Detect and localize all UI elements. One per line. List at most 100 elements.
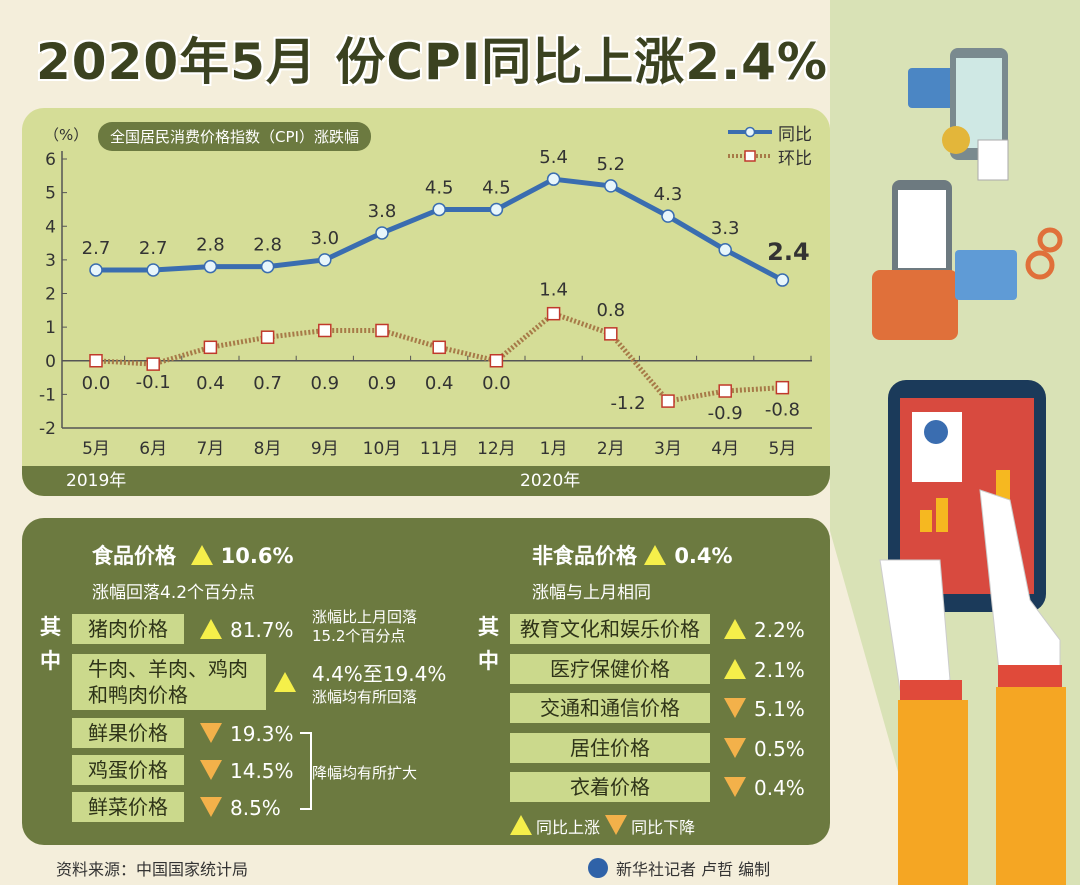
mom-label: 0.4 — [196, 373, 225, 394]
yoy-label: 4.5 — [482, 177, 511, 198]
mom-label: 1.4 — [539, 280, 568, 301]
food-item-pork: 猪肉价格 — [72, 614, 184, 644]
yoy-point — [260, 259, 275, 274]
yoy-point — [375, 226, 389, 240]
chart-title: 全国居民消费价格指数（CPI）涨跌幅 — [98, 122, 371, 151]
nonfood-item: 交通和通信价格 — [510, 693, 710, 723]
yoy-point — [489, 202, 504, 217]
mom-point — [661, 394, 675, 408]
credit: 新华社记者 卢哲 编制 — [588, 856, 770, 880]
y-tick-label: 4 — [45, 217, 56, 237]
mom-point — [546, 306, 561, 321]
yoy-label: 3.3 — [711, 218, 740, 239]
yoy-label: 4.5 — [425, 177, 454, 198]
mom-label: -0.9 — [708, 403, 743, 424]
yoy-point — [775, 273, 790, 287]
mom-label: 0.9 — [368, 373, 397, 394]
yoy-point — [203, 259, 218, 274]
source: 资料来源：中国国家统计局 — [56, 860, 249, 879]
x-tick-label: 10月 — [363, 439, 402, 459]
yoy-label: 2.8 — [253, 235, 282, 256]
mom-point — [718, 384, 732, 398]
nonfood-item: 医疗保健价格 — [510, 653, 710, 684]
yoy-label: 5.2 — [596, 154, 625, 175]
y-tick-label: -2 — [39, 419, 56, 439]
food-heading: 食品价格 10.6% — [92, 544, 294, 568]
page-title: 2020年5月 份CPI同比上涨2.4% — [36, 33, 828, 91]
meat-range: 4.4%至19.4% — [312, 662, 447, 686]
y-unit: （%） — [44, 126, 89, 144]
yoy-label: 2.8 — [196, 235, 225, 256]
cpi-chart: -2 -1 0 1 2 3 4 5 6 5月 6月 7月 8月 9月 10月 11月 12月 1月 2月 3月 4月 5月… — [22, 108, 830, 496]
mom-point — [146, 357, 160, 371]
yoy-label: 3.8 — [368, 201, 397, 222]
y-tick-label: 2 — [45, 285, 56, 305]
decor-illustration — [872, 48, 1066, 885]
food-note: 涨幅回落4.2个百分点 — [92, 583, 256, 603]
chart-svg: -2 -1 0 1 2 3 4 5 6 5月 6月 7月 8月 9月 10月 11月 12月 1月 2月 3月 4月 5月… — [39, 147, 812, 459]
egg-value: 14.5% — [200, 759, 294, 783]
nonfood-item-value: 0.5% — [724, 737, 805, 761]
mom-point — [318, 323, 332, 338]
year-band: 2019年 2020年 — [22, 466, 830, 496]
x-tick-label: 12月 — [477, 439, 516, 459]
food-item-egg: 鸡蛋价格 — [72, 755, 184, 785]
mom-point — [604, 327, 618, 341]
nonfood-item: 衣着价格 — [510, 772, 710, 802]
x-tick-label: 9月 — [311, 439, 339, 459]
mom-label: -1.2 — [610, 393, 645, 414]
nonfood-item: 教育文化和娱乐价格 — [510, 614, 710, 644]
yoy-label: 2.7 — [82, 238, 111, 259]
y-tick-label: 6 — [45, 150, 56, 170]
nonfood-note: 涨幅与上月相同 — [532, 583, 651, 603]
legend-mom: 环比 — [728, 144, 812, 169]
legend: 同比 环比 — [728, 120, 812, 169]
yoy-point — [718, 243, 732, 257]
nonfood-item-value: 2.2% — [724, 618, 805, 642]
yoy-point — [432, 202, 446, 217]
mom-point — [432, 340, 446, 355]
nonfood-item-value: 2.1% — [724, 658, 805, 682]
x-tick-label: 2月 — [597, 439, 625, 459]
year-2019: 2019年 — [66, 471, 127, 491]
pork-value: 81.7% — [200, 618, 294, 642]
mom-label: 0.7 — [253, 373, 282, 394]
yoy-point — [318, 253, 332, 267]
mom-label: 0.0 — [482, 373, 511, 394]
year-2020: 2020年 — [520, 471, 581, 491]
x-tick-label: 6月 — [139, 439, 167, 459]
mom-label: -0.8 — [765, 400, 800, 421]
y-tick-label: 3 — [45, 251, 56, 271]
x-tick-label: 11月 — [420, 439, 459, 459]
mom-point — [489, 354, 504, 368]
mom-label: 0.8 — [596, 300, 625, 321]
x-tick-label: 7月 — [196, 439, 224, 459]
food-item-meat: 牛肉、羊肉、鸡肉和鸭肉价格 — [72, 654, 266, 710]
yoy-label: 5.4 — [539, 147, 568, 168]
mom-point — [260, 330, 275, 344]
mom-label: 0.9 — [310, 373, 339, 394]
yoy-label: 2.7 — [139, 238, 168, 259]
yoy-point — [546, 172, 561, 186]
veg-value: 8.5% — [200, 796, 281, 820]
pork-note: 涨幅比上月回落 15.2个百分点 — [312, 608, 418, 645]
mom-point — [203, 340, 218, 355]
y-tick-label: 1 — [45, 318, 56, 338]
x-tick-label: 5月 — [82, 439, 110, 459]
y-tick-label: 0 — [45, 352, 56, 372]
meat-up-icon — [274, 672, 304, 694]
y-tick-label: -1 — [39, 385, 56, 405]
bracket — [300, 732, 312, 810]
legend-yoy: 同比 — [728, 120, 812, 145]
yoy-label: 2.4 — [767, 238, 810, 266]
nonfood-heading: 非食品价格 0.4% — [532, 544, 733, 568]
down-note: 降幅均有所扩大 — [312, 764, 418, 782]
x-tick-label: 1月 — [540, 439, 568, 459]
breakdown-panel: 食品价格 10.6% 涨幅回落4.2个百分点 其中 猪肉价格 81.7% 涨幅比… — [22, 518, 830, 845]
nonfood-item-value: 0.4% — [724, 776, 805, 800]
y-tick-label: 5 — [45, 184, 56, 204]
nonfood-item-value: 5.1% — [724, 697, 805, 721]
x-tick-label: 4月 — [711, 439, 739, 459]
mom-label: 0.0 — [82, 373, 111, 394]
fruit-value: 19.3% — [200, 722, 294, 746]
